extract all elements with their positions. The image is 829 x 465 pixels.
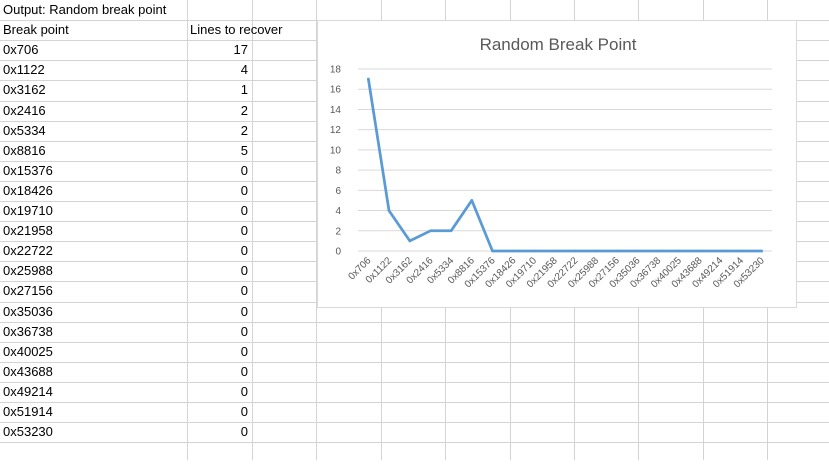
data-point[interactable]: [449, 229, 453, 233]
data-point[interactable]: [367, 77, 370, 81]
lines-to-recover-cell[interactable]: 0: [240, 364, 248, 379]
data-point[interactable]: [553, 249, 556, 253]
data-point[interactable]: [698, 249, 701, 253]
y-tick-label: 6: [335, 186, 341, 197]
y-tick-label: 12: [330, 125, 342, 136]
break-point-cell[interactable]: 0x36738: [3, 324, 53, 339]
break-point-cell[interactable]: 0x35036: [3, 304, 53, 319]
break-point-cell[interactable]: 0x21958: [3, 223, 53, 238]
data-point[interactable]: [491, 249, 494, 253]
lines-to-recover-cell[interactable]: 0: [240, 324, 248, 339]
lines-to-recover-cell[interactable]: 0: [240, 344, 248, 359]
break-point-cell[interactable]: 0x3162: [3, 82, 46, 97]
lines-to-recover-cell[interactable]: 0: [240, 424, 248, 439]
header-lines-to-recover[interactable]: Lines to recover: [190, 22, 283, 37]
break-point-cell[interactable]: 0x40025: [3, 344, 53, 359]
y-tick-label: 0: [335, 247, 341, 258]
lines-to-recover-cell[interactable]: 0: [240, 203, 248, 218]
y-tick-label: 14: [330, 105, 342, 116]
lines-to-recover-cell[interactable]: 17: [233, 42, 248, 57]
header-break-point[interactable]: Break point: [3, 22, 69, 37]
series-line[interactable]: [367, 77, 763, 253]
title-cell[interactable]: Output: Random break point: [3, 2, 167, 17]
data-point[interactable]: [574, 249, 577, 253]
data-point[interactable]: [677, 249, 681, 253]
chart-title: Random Break Point: [480, 35, 637, 54]
break-point-cell[interactable]: 0x25988: [3, 263, 53, 278]
data-point[interactable]: [511, 249, 515, 253]
break-point-cell[interactable]: 0x5334: [3, 123, 46, 138]
lines-to-recover-cell[interactable]: 0: [240, 163, 248, 178]
break-point-cell[interactable]: 0x18426: [3, 183, 53, 198]
break-point-cell[interactable]: 0x8816: [3, 143, 46, 158]
lines-to-recover-cell[interactable]: 0: [240, 263, 248, 278]
y-tick-label: 8: [335, 166, 341, 177]
break-point-cell[interactable]: 0x51914: [3, 404, 53, 419]
data-point[interactable]: [636, 249, 639, 253]
data-point[interactable]: [718, 249, 722, 253]
lines-to-recover-cell[interactable]: 0: [240, 183, 248, 198]
data-point[interactable]: [470, 199, 474, 202]
lines-to-recover-cell[interactable]: 1: [240, 82, 248, 97]
break-point-cell[interactable]: 0x15376: [3, 163, 53, 178]
lines-to-recover-cell[interactable]: 0: [240, 283, 248, 298]
lines-to-recover-cell[interactable]: 0: [240, 384, 248, 399]
lines-to-recover-cell[interactable]: 0: [240, 304, 248, 319]
lines-to-recover-cell[interactable]: 2: [240, 123, 248, 138]
break-point-cell[interactable]: 0x53230: [3, 424, 53, 439]
line-chart[interactable]: Random Break Point 0 2 4 6 8 10 12 14 16 18 0x706 0x…: [317, 20, 797, 308]
data-point[interactable]: [615, 249, 619, 253]
break-point-cell[interactable]: 0x22722: [3, 243, 53, 258]
y-tick-label: 18: [330, 65, 342, 76]
data-point[interactable]: [532, 249, 536, 253]
y-tick-label: 4: [335, 206, 341, 217]
y-tick-label: 10: [330, 145, 342, 156]
lines-to-recover-cell[interactable]: 0: [240, 404, 248, 419]
lines-to-recover-cell[interactable]: 0: [240, 223, 248, 238]
y-tick-label: 2: [335, 226, 341, 237]
lines-to-recover-cell[interactable]: 4: [240, 62, 248, 77]
data-point[interactable]: [594, 249, 598, 253]
data-point[interactable]: [408, 239, 412, 243]
break-point-cell[interactable]: 0x19710: [3, 203, 53, 218]
data-point[interactable]: [760, 249, 763, 253]
break-point-cell[interactable]: 0x1122: [3, 62, 45, 77]
line-chart-svg: Random Break Point0246810121416180x7060x…: [330, 35, 772, 290]
break-point-cell[interactable]: 0x49214: [3, 384, 53, 399]
data-point[interactable]: [739, 249, 743, 253]
lines-to-recover-cell[interactable]: 0: [240, 243, 248, 258]
data-point[interactable]: [429, 229, 432, 233]
break-point-cell[interactable]: 0x706: [3, 42, 39, 57]
y-tick-label: 16: [330, 85, 342, 96]
lines-to-recover-cell[interactable]: 2: [240, 103, 248, 118]
lines-to-recover-cell[interactable]: 5: [240, 143, 248, 158]
break-point-cell[interactable]: 0x2416: [3, 103, 46, 118]
data-point[interactable]: [656, 249, 660, 253]
break-point-cell[interactable]: 0x27156: [3, 283, 53, 298]
break-point-cell[interactable]: 0x43688: [3, 364, 53, 379]
data-point[interactable]: [387, 209, 391, 212]
